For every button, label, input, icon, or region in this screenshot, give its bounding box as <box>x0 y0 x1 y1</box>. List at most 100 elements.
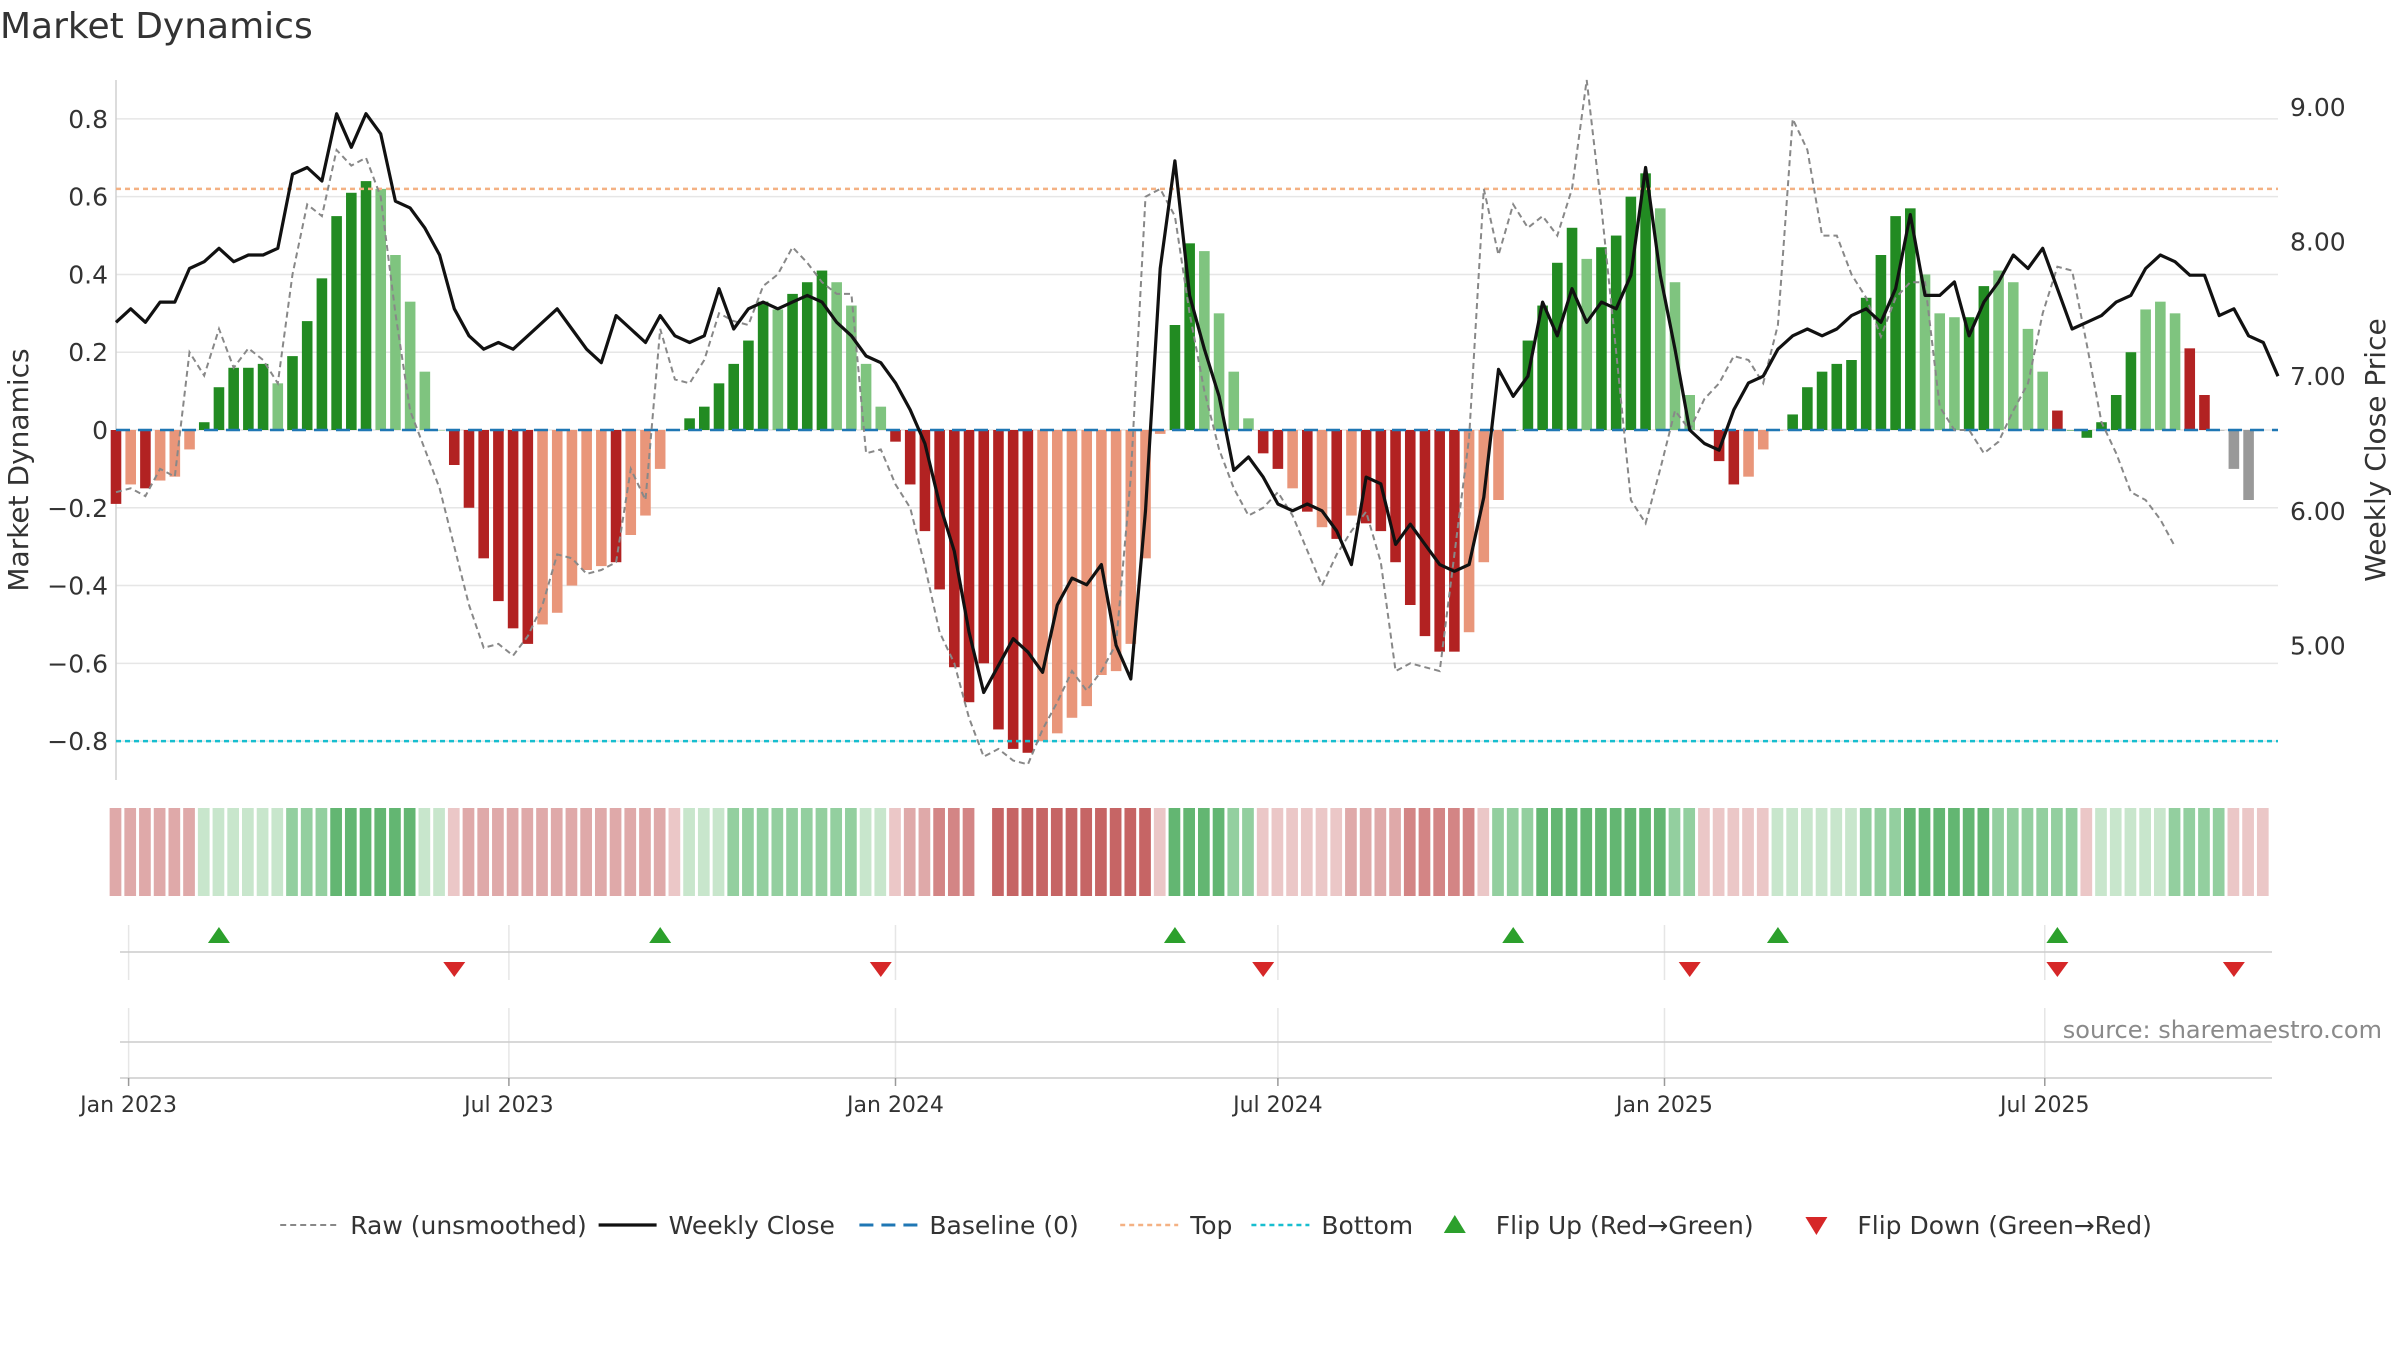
dynamics-bar <box>581 430 592 570</box>
dynamics-bar <box>1831 363 1843 430</box>
dynamics-bar <box>2125 352 2137 430</box>
legend-label: Raw (unsmoothed) <box>350 1211 587 1240</box>
dynamics-bar <box>1728 430 1740 485</box>
regime-cell <box>1212 808 1225 896</box>
regime-cell <box>2168 808 2181 896</box>
dynamics-bar <box>1802 387 1813 430</box>
dynamics-bar <box>1390 430 1401 563</box>
regime-cell <box>1330 808 1343 896</box>
dynamics-bar <box>419 371 431 430</box>
dynamics-bar <box>1051 430 1063 734</box>
dynamics-bar <box>2066 430 2078 431</box>
dynamics-bar <box>2037 371 2048 430</box>
dynamics-bar <box>331 216 342 430</box>
regime-cell <box>389 808 401 896</box>
dynamics-bar <box>1375 430 1387 532</box>
regime-cell <box>242 808 254 896</box>
dynamics-bar <box>1081 430 1092 707</box>
x-tick-label: Jul 2024 <box>1231 1093 1323 1118</box>
flip-up-marker <box>1163 927 1186 943</box>
dynamics-bar <box>493 430 504 602</box>
dynamics-bar <box>184 430 195 450</box>
regime-cell <box>256 808 269 896</box>
regime-cell <box>1256 808 1269 896</box>
dynamics-bar <box>1993 270 2004 430</box>
regime-cell <box>183 808 195 896</box>
dynamics-bar <box>257 363 269 430</box>
legend-item-flip_down: Flip Down (Green→Red) <box>1805 1211 2152 1240</box>
y-tick-label: −0.6 <box>47 649 108 678</box>
regime-cell <box>1918 808 1931 896</box>
dynamics-bar <box>1566 227 1578 430</box>
regime-cell <box>1742 808 1754 896</box>
regime-cell <box>1962 808 1975 896</box>
regime-cell <box>1433 808 1446 896</box>
regime-cell <box>1756 808 1769 896</box>
regime-cell <box>2183 808 2196 896</box>
legend-swatch-flip-up <box>1443 1215 1466 1233</box>
regime-cell <box>742 808 754 896</box>
dynamics-bar <box>507 430 519 629</box>
dynamics-bar <box>1537 305 1548 430</box>
regime-cell <box>1065 808 1078 896</box>
dynamics-bar <box>1610 235 1622 430</box>
flip-down-marker <box>443 962 466 977</box>
dynamics-bar <box>228 367 239 430</box>
regime-cell <box>1006 808 1019 896</box>
regime-cell <box>1286 808 1298 896</box>
regime-cell <box>918 808 931 896</box>
regime-cell <box>786 808 798 896</box>
regime-cell <box>727 808 740 896</box>
legend-label: Baseline (0) <box>929 1211 1078 1240</box>
dynamics-bar <box>169 430 181 477</box>
y-tick-label: 0 <box>92 416 108 445</box>
y-tick-label: 0.8 <box>68 105 108 134</box>
dynamics-bar <box>551 430 563 613</box>
flip-down-marker <box>1252 962 1275 977</box>
regime-cell <box>1300 808 1313 896</box>
regime-cell <box>1492 808 1504 896</box>
dynamics-bar <box>537 430 548 625</box>
dynamics-bar <box>566 430 578 586</box>
dynamics-bar <box>787 293 798 430</box>
dynamics-bar <box>860 363 872 430</box>
regime-cell <box>2036 808 2049 896</box>
dynamics-bar <box>772 309 784 430</box>
dynamics-bar <box>301 321 313 430</box>
regime-cell <box>418 808 431 896</box>
dynamics-bar <box>2169 313 2181 430</box>
regime-cell <box>756 808 769 896</box>
dynamics-bar <box>654 430 666 469</box>
x-tick-label: Jan 2025 <box>1614 1093 1713 1118</box>
dynamics-bar <box>346 192 357 430</box>
dynamics-bar <box>287 356 298 430</box>
dynamics-bar <box>904 430 916 485</box>
regime-cell <box>1859 808 1872 896</box>
regime-cell <box>197 808 210 896</box>
dynamics-bar <box>728 363 740 430</box>
dynamics-bar <box>1522 340 1534 430</box>
regime-cell <box>1080 808 1093 896</box>
dynamics-bar <box>699 406 710 430</box>
dynamics-bar <box>1581 258 1593 430</box>
y2-tick-label: 9.00 <box>2290 93 2346 122</box>
dynamics-bar <box>1654 208 1666 430</box>
flip-down-marker <box>869 962 892 977</box>
regime-cell <box>1845 808 1857 896</box>
dynamics-bar <box>1066 430 1078 718</box>
regime-cell <box>1139 808 1151 896</box>
regime-cell <box>1036 808 1048 896</box>
regime-cell <box>403 808 416 896</box>
regime-cell <box>344 808 357 896</box>
dynamics-bar <box>1934 313 1946 430</box>
legend-label: Flip Down (Green→Red) <box>1857 1211 2152 1240</box>
dynamics-bar <box>2096 422 2107 430</box>
y2-tick-label: 8.00 <box>2290 228 2346 257</box>
dynamics-bar <box>2052 410 2063 430</box>
y-tick-label: 0.6 <box>68 183 108 212</box>
regime-cell <box>2153 808 2166 896</box>
dynamics-bar <box>2243 430 2254 500</box>
regime-cell <box>580 808 592 896</box>
dynamics-bar <box>1875 255 1887 430</box>
